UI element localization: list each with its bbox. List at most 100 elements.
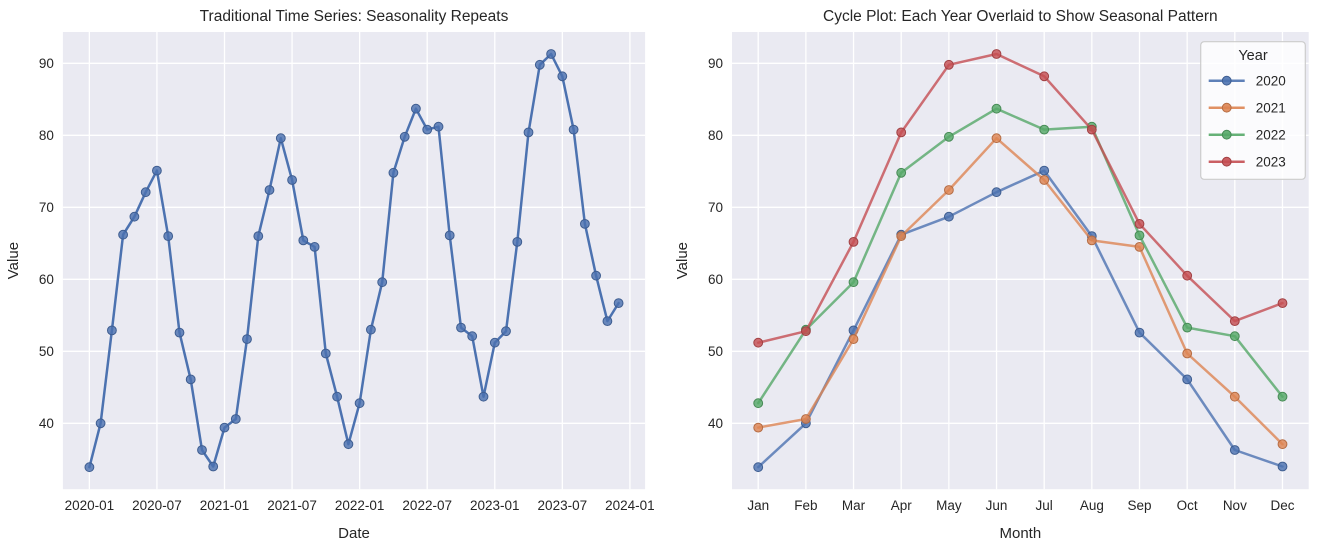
marker <box>1086 235 1097 246</box>
x-tick-label: 2021-01 <box>200 498 250 513</box>
y-tick-labels: 40 50 60 70 80 90 <box>39 56 54 431</box>
marker <box>1182 374 1193 385</box>
series-2020 <box>753 165 1288 473</box>
marker <box>366 324 376 335</box>
marker <box>1277 439 1288 450</box>
x-tick-label: Oct <box>1177 498 1198 513</box>
marker <box>1039 124 1050 135</box>
marker <box>1229 316 1240 327</box>
x-axis-label: Month <box>999 525 1041 542</box>
marker <box>991 187 1002 198</box>
x-tick-label: Feb <box>794 498 817 513</box>
marker <box>568 124 579 135</box>
legend-entry-2021: 2021 <box>1208 101 1286 116</box>
marker <box>422 124 433 135</box>
series-2021 <box>753 133 1288 450</box>
marker <box>534 59 545 70</box>
y-tick-labels: 40 50 60 70 80 90 <box>708 56 723 431</box>
x-tick-label: Aug <box>1080 498 1104 513</box>
marker <box>84 462 95 473</box>
time-series-chart: 40 50 60 70 80 90 2020-01 2020-07 2021-01 2021-07… <box>5 8 655 542</box>
marker <box>896 167 907 178</box>
marker <box>753 337 764 348</box>
marker <box>107 325 117 336</box>
legend-entry-label: 2022 <box>1256 128 1286 143</box>
marker <box>512 237 523 247</box>
marker <box>95 418 106 429</box>
marker <box>602 316 613 327</box>
series-2022 <box>753 103 1288 409</box>
legend-swatch-marker <box>1221 75 1232 86</box>
marker <box>354 398 365 409</box>
marker <box>478 391 489 402</box>
series-line-2020 <box>756 169 1284 469</box>
marker <box>1134 242 1145 252</box>
chart-title: Traditional Time Series: Seasonality Rep… <box>200 8 509 25</box>
marker <box>501 326 511 337</box>
marker <box>388 167 399 178</box>
marker <box>253 231 264 242</box>
marker <box>275 133 286 144</box>
marker <box>1039 175 1050 185</box>
marker <box>140 187 151 198</box>
gridlines <box>732 32 1309 490</box>
marker <box>1134 327 1145 338</box>
marker <box>944 59 954 70</box>
x-tick-label: Jan <box>747 498 769 513</box>
series-line-2022 <box>756 107 1284 405</box>
x-tick-label: Dec <box>1270 498 1294 513</box>
marker <box>801 414 811 424</box>
marker <box>1229 331 1240 342</box>
marker <box>580 219 590 229</box>
legend-entry-2023: 2023 <box>1208 155 1286 170</box>
x-axis-label: Date <box>338 525 370 542</box>
x-tick-label: Mar <box>842 498 866 513</box>
marker <box>523 127 534 138</box>
legend-title: Year <box>1238 48 1267 64</box>
y-tick-label: 70 <box>39 200 54 215</box>
legend-entry-2020: 2020 <box>1208 74 1286 89</box>
y-tick-label: 50 <box>39 344 54 359</box>
marker <box>399 131 410 142</box>
marker <box>1277 298 1288 309</box>
axes-background <box>62 32 646 490</box>
x-tick-label: Apr <box>891 498 913 513</box>
marker <box>332 391 343 402</box>
y-tick-label: 40 <box>39 416 54 431</box>
marker <box>896 231 907 242</box>
marker <box>309 242 320 252</box>
marker <box>118 229 128 240</box>
marker <box>1277 391 1288 402</box>
marker <box>377 277 388 288</box>
y-tick-label: 60 <box>708 272 723 287</box>
marker <box>991 49 1002 59</box>
x-tick-label: 2023-01 <box>470 498 520 513</box>
marker <box>197 445 207 455</box>
marker <box>848 334 859 345</box>
marker <box>411 103 421 114</box>
marker <box>298 235 309 246</box>
x-tick-labels: Jan Feb Mar Apr May Jun Jul Aug Sep Oct Nov Dec <box>747 498 1294 513</box>
marker <box>242 334 252 345</box>
marker <box>944 185 954 195</box>
marker <box>152 165 162 176</box>
marker <box>546 49 556 59</box>
legend-swatch-marker <box>1221 156 1232 167</box>
marker <box>219 422 230 433</box>
marker <box>1229 391 1240 402</box>
marker <box>753 398 764 409</box>
marker <box>613 298 624 309</box>
marker <box>129 211 140 222</box>
series-line-value <box>88 52 620 469</box>
marker <box>1039 71 1050 82</box>
marker <box>991 103 1002 114</box>
chart-title: Cycle Plot: Each Year Overlaid to Show S… <box>823 8 1218 25</box>
marker <box>174 327 185 338</box>
y-tick-label: 90 <box>39 56 54 71</box>
y-axis-label: Value <box>674 242 691 279</box>
marker <box>343 439 354 450</box>
marker <box>456 322 466 333</box>
legend-entry-label: 2023 <box>1256 155 1286 170</box>
marker <box>1182 348 1193 359</box>
